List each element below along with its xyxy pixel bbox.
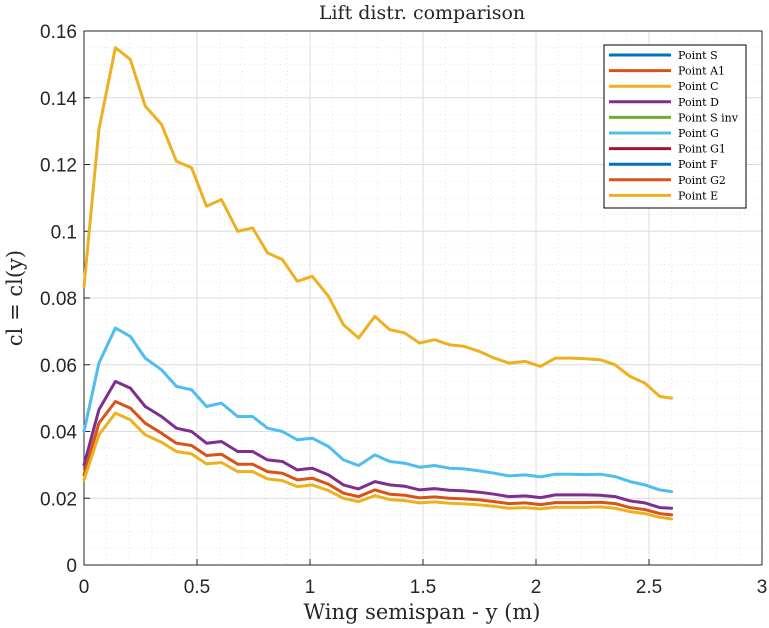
x-tick-label: 2 [531,577,542,598]
legend-label: Point S inv [678,111,739,124]
series-line-point-g2 [82,400,674,517]
series-line-point-e [82,411,674,521]
series-line-point-d [82,379,674,510]
x-tick-label: 0 [79,577,90,598]
x-tick-label: 2.5 [636,577,662,598]
y-tick-label: 0.02 [40,489,77,510]
x-tick-label: 3 [757,577,768,598]
chart-title: Lift distr. comparison [319,2,525,24]
y-tick-label: 0.04 [40,423,77,444]
legend-label: Point G [678,127,719,140]
x-tick-label: 1.5 [410,577,436,598]
legend-label: Point C [678,80,719,93]
series-line-point-c [82,46,674,400]
y-tick-label: 0 [66,556,77,577]
legend-label: Point A1 [678,65,725,78]
y-tick-labels: 0 0.02 0.04 0.06 0.08 0.1 0.12 0.14 0.16 [40,22,77,577]
legend-label: Point D [678,96,719,109]
legend: Point S Point A1 Point C Point D Point S inv… [603,44,747,209]
y-tick-label: 0.06 [40,356,77,377]
x-axis-label: Wing semispan - y (m) [304,600,541,624]
legend-label: Point G1 [678,143,726,156]
series-lines [82,46,674,521]
y-tick-label: 0.16 [40,22,77,43]
legend-label: Point E [678,189,718,202]
y-axis-label: cl = cl(y) [3,250,27,346]
series-line-point-g [82,326,674,494]
y-tick-label: 0.12 [40,156,77,177]
x-tick-labels: 0 0.5 1 1.5 2 2.5 3 [79,577,768,598]
y-tick-label: 0.08 [40,289,77,310]
y-tick-label: 0.1 [51,222,77,243]
legend-label: Point F [678,158,718,171]
legend-label: Point G2 [678,174,726,187]
x-tick-label: 1 [305,577,316,598]
y-tick-label: 0.14 [40,89,77,110]
plot-area-frame [83,30,763,566]
legend-label: Point S [678,49,718,62]
x-tick-label: 0.5 [184,577,210,598]
